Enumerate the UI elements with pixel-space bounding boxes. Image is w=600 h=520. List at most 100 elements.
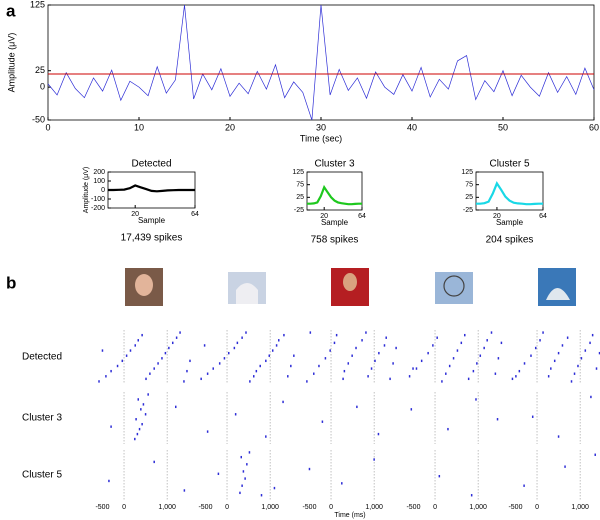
trace: [47, 4, 595, 121]
spike: [282, 400, 284, 404]
spike: [248, 451, 251, 454]
spike: [110, 369, 112, 373]
spike: [234, 413, 237, 416]
spike: [138, 427, 141, 431]
spike: [343, 369, 346, 373]
spike: [378, 351, 380, 355]
spike: [200, 377, 202, 381]
spike: [496, 418, 499, 421]
spike: [136, 432, 139, 436]
spike: [249, 380, 251, 383]
spike: [265, 359, 267, 363]
spike: [217, 472, 220, 476]
stimulus-shape: [443, 275, 465, 297]
x-tick-label: 64: [191, 211, 199, 218]
spike: [275, 344, 278, 347]
spike: [472, 369, 475, 373]
spike: [408, 375, 411, 378]
spike: [137, 339, 139, 342]
row-label: Detected: [22, 352, 62, 363]
spike: [438, 474, 441, 478]
spike: [355, 346, 357, 350]
x-tick-label: 0: [329, 504, 333, 511]
x-tick-label: 0: [535, 504, 539, 511]
spike: [321, 420, 324, 423]
spike: [383, 344, 386, 347]
spike: [550, 367, 552, 370]
y-tick-label: 0: [40, 82, 45, 92]
spike: [445, 372, 447, 375]
stimulus-images: [125, 268, 576, 306]
plot-frame: [47, 4, 595, 121]
spike: [287, 375, 289, 378]
x-tick-label: 0: [225, 504, 229, 511]
spike: [129, 349, 132, 352]
y-tick-label: -50: [32, 114, 45, 124]
row-label: Cluster 3: [22, 413, 62, 424]
x-tick-label: 1,000: [571, 504, 589, 511]
spike: [460, 341, 463, 345]
spike: [580, 357, 583, 360]
spike: [598, 351, 600, 355]
spike: [483, 346, 485, 350]
spike: [116, 364, 119, 368]
spike: [168, 346, 170, 350]
spike: [577, 364, 579, 368]
spike: [242, 470, 245, 473]
chart-title: Detected: [131, 159, 171, 170]
spike: [373, 458, 375, 461]
spike: [374, 359, 376, 363]
spike: [415, 367, 418, 370]
spike: [553, 359, 556, 363]
spike: [140, 408, 142, 411]
spike: [420, 359, 423, 363]
y-tick-label: 25: [465, 194, 473, 201]
stimulus-image: [435, 272, 473, 304]
y-tick-label: 25: [296, 194, 304, 201]
caption: 17,439 spikes: [121, 233, 183, 244]
x-tick-label: 60: [589, 122, 599, 132]
spike: [175, 336, 178, 339]
spike: [564, 465, 566, 468]
x-tick-label: 1,000: [469, 504, 487, 511]
spike: [591, 333, 594, 337]
spike: [494, 372, 497, 375]
row-label: Cluster 5: [22, 470, 62, 481]
spike: [448, 364, 451, 368]
spike: [347, 362, 350, 365]
chart-title: Cluster 5: [489, 159, 529, 170]
plot-frame: [306, 171, 363, 211]
x-tick-label: 1,000: [365, 504, 383, 511]
y-tick-label: 25: [35, 65, 45, 75]
spike: [432, 344, 434, 347]
spike: [590, 395, 592, 399]
caption: 204 spikes: [486, 235, 534, 246]
spike: [573, 372, 576, 375]
spike: [542, 331, 544, 334]
spike: [186, 369, 188, 373]
spike: [290, 364, 292, 368]
spike: [161, 357, 163, 360]
spike: [392, 362, 394, 365]
stimulus-shape: [546, 288, 570, 300]
spike: [356, 405, 358, 409]
spike: [389, 377, 391, 381]
spike: [153, 460, 155, 464]
spike: [149, 372, 151, 375]
spike: [557, 435, 560, 438]
spike: [341, 482, 343, 485]
spike: [189, 359, 191, 363]
x-tick-label: 0: [122, 504, 126, 511]
spike: [101, 349, 104, 352]
y-tick-label: -200: [91, 205, 105, 212]
spike: [427, 351, 429, 355]
x-tick-label: -500: [302, 504, 316, 511]
y-tick-label: 100: [93, 178, 105, 185]
spike: [175, 405, 177, 409]
spike: [206, 430, 209, 433]
spike: [212, 367, 214, 370]
trace: [476, 181, 543, 206]
spike: [313, 372, 315, 375]
x-tick-label: 20: [225, 122, 235, 132]
